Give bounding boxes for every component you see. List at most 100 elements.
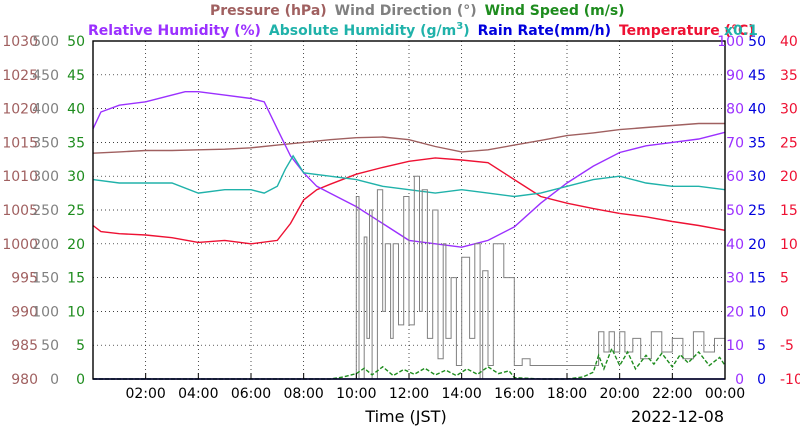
legend-rh: Relative Humidity (%): [88, 23, 261, 39]
axes-layer: 9809859909951000100510101015102010251030…: [2, 34, 800, 402]
y-tick-wind_dir: 500: [32, 34, 59, 50]
series-ah: [92, 154, 726, 198]
y-tick-pressure: 1005: [2, 203, 38, 219]
y-tick-rh: 100: [717, 34, 744, 50]
legend-temp: Temperature (°C): [619, 23, 755, 39]
legend-row: Relative Humidity (%) Absolute Humidity (…: [88, 21, 755, 39]
y-tick-rain: 10: [748, 304, 766, 320]
y-tick-temp: 0: [780, 304, 789, 320]
y-tick-wind_speed: 0: [76, 372, 85, 388]
y-tick-pressure: 1020: [2, 102, 38, 118]
y-tick-wind_speed: 50: [67, 34, 85, 50]
y-tick-wind_speed: 20: [67, 237, 85, 253]
y-tick-temp: 20: [780, 169, 798, 185]
legend-pressure: Pressure (hPa): [210, 3, 327, 19]
y-tick-pressure: 995: [11, 271, 38, 287]
y-tick-pressure: 990: [11, 304, 38, 320]
y-tick-temp: 15: [780, 203, 798, 219]
y-tick-wind_speed: 35: [67, 135, 85, 151]
ah-scale-note: x0.1: [724, 23, 758, 39]
legend-wind_dir: Wind Direction (°): [335, 3, 477, 19]
legend-ah-close: ): [463, 23, 469, 39]
y-tick-rh: 40: [726, 237, 744, 253]
y-tick-rh: 90: [726, 68, 744, 84]
x-tick-label: 02:00: [125, 386, 165, 402]
y-tick-temp: 25: [780, 135, 798, 151]
legend-ah-sup: 3: [456, 21, 463, 32]
y-tick-rh: 80: [726, 102, 744, 118]
y-tick-wind_dir: 400: [32, 102, 59, 118]
y-tick-pressure: 1015: [2, 135, 38, 151]
y-tick-temp: 30: [780, 102, 798, 118]
y-tick-pressure: 1010: [2, 169, 38, 185]
y-tick-wind_speed: 5: [76, 338, 85, 354]
x-tick-label: 04:00: [178, 386, 218, 402]
legend-wind_speed: Wind Speed (m/s): [485, 3, 625, 19]
y-tick-wind_speed: 25: [67, 203, 85, 219]
y-tick-wind_dir: 300: [32, 169, 59, 185]
y-tick-wind_dir: 50: [41, 338, 59, 354]
x-tick-label: 10:00: [336, 386, 376, 402]
legend-ah: Absolute Humidity (g/m: [269, 23, 456, 39]
y-tick-rain: 15: [748, 271, 766, 287]
y-tick-rh: 60: [726, 169, 744, 185]
y-tick-temp: -5: [780, 338, 794, 354]
y-tick-rain: 20: [748, 237, 766, 253]
y-tick-rain: 30: [748, 169, 766, 185]
y-tick-rh: 30: [726, 271, 744, 287]
y-tick-wind_speed: 30: [67, 169, 85, 185]
y-tick-temp: 10: [780, 237, 798, 253]
x-axis-label: Time (JST): [364, 407, 446, 426]
y-tick-wind_speed: 45: [67, 68, 85, 84]
series-temp: [92, 157, 726, 245]
y-tick-rain: 5: [757, 338, 766, 354]
legend-rain: Rain Rate(mm/h): [478, 23, 611, 39]
y-tick-rh: 10: [726, 338, 744, 354]
series-layer: [92, 91, 726, 380]
y-tick-wind_dir: 450: [32, 68, 59, 84]
y-tick-rain: 40: [748, 102, 766, 118]
y-tick-rain: 45: [748, 68, 766, 84]
y-tick-wind_dir: 350: [32, 135, 59, 151]
y-tick-wind_dir: 150: [32, 271, 59, 287]
legend-row: Pressure (hPa) Wind Direction (°) Wind Spe…: [210, 3, 625, 19]
x-tick-label: 12:00: [389, 386, 429, 402]
y-tick-temp: 35: [780, 68, 798, 84]
y-tick-pressure: 980: [11, 372, 38, 388]
y-tick-pressure: 985: [11, 338, 38, 354]
x-tick-label: 22:00: [652, 386, 692, 402]
x-tick-label: 18:00: [547, 386, 587, 402]
y-tick-wind_dir: 250: [32, 203, 59, 219]
y-tick-rain: 0: [757, 372, 766, 388]
y-tick-rh: 20: [726, 304, 744, 320]
y-tick-temp: 5: [780, 271, 789, 287]
series-pressure: [92, 122, 725, 154]
x-tick-label: 06:00: [231, 386, 271, 402]
x-tick-label: 16:00: [494, 386, 534, 402]
x-tick-label: 14:00: [441, 386, 481, 402]
y-tick-rain: 35: [748, 135, 766, 151]
y-tick-rh: 50: [726, 203, 744, 219]
y-tick-wind_dir: 100: [32, 304, 59, 320]
y-tick-pressure: 1030: [2, 34, 38, 50]
series-wind_dir: [353, 175, 726, 380]
x-tick-label: 00:00: [705, 386, 745, 402]
y-tick-temp: 40: [780, 34, 798, 50]
y-tick-rh: 0: [735, 372, 744, 388]
y-tick-rh: 70: [726, 135, 744, 151]
x-tick-label: 08:00: [283, 386, 323, 402]
y-tick-rain: 50: [748, 34, 766, 50]
legend: Pressure (hPa) Wind Direction (°) Wind Spe…: [88, 3, 758, 39]
y-tick-pressure: 1000: [2, 237, 38, 253]
y-tick-wind_dir: 200: [32, 237, 59, 253]
y-tick-temp: -10: [780, 372, 800, 388]
date-label: 2022-12-08: [631, 407, 724, 426]
y-tick-rain: 25: [748, 203, 766, 219]
y-tick-wind_speed: 15: [67, 271, 85, 287]
y-tick-wind_dir: 0: [50, 372, 59, 388]
y-tick-wind_speed: 40: [67, 102, 85, 118]
x-tick-label: 20:00: [599, 386, 639, 402]
y-tick-wind_speed: 10: [67, 304, 85, 320]
y-tick-pressure: 1025: [2, 68, 38, 84]
